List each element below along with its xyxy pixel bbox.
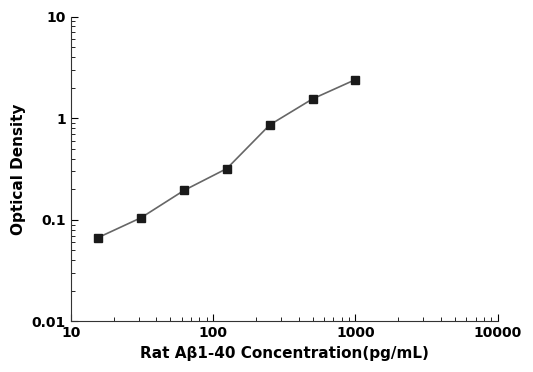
- Y-axis label: Optical Density: Optical Density: [11, 103, 26, 235]
- X-axis label: Rat Aβ1-40 Concentration(pg/mL): Rat Aβ1-40 Concentration(pg/mL): [140, 346, 429, 361]
